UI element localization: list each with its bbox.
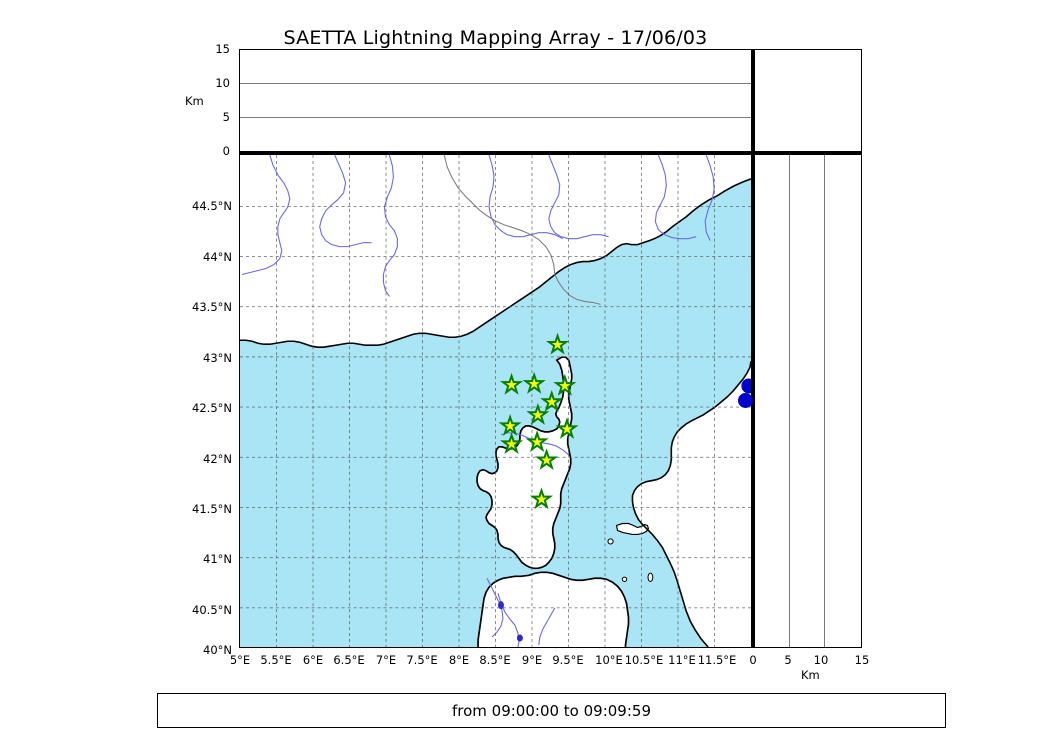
river-sardinia-coghinas xyxy=(486,578,504,638)
panel-vertical-divider xyxy=(750,49,754,648)
lat-tick-41: 41°N xyxy=(203,552,232,566)
lon-tick-5.5: 5.5°E xyxy=(260,653,292,667)
lon-tick-9.5: 9.5°E xyxy=(552,653,584,667)
lma-station-12 xyxy=(529,487,554,510)
alt-tick-10: 10 xyxy=(215,76,230,90)
lon-tick-6.5: 6.5°E xyxy=(333,653,365,667)
coastline-capraia xyxy=(607,538,614,545)
gridline-alt-10 xyxy=(240,83,751,85)
lma-station-6 xyxy=(526,403,550,425)
altitude-axis-label: Km xyxy=(185,94,204,108)
coastline-corsica xyxy=(476,356,573,570)
river-arno xyxy=(548,155,609,240)
top-panel-baseline xyxy=(239,150,753,154)
lakes-layer xyxy=(497,601,523,642)
coastline-france-italy xyxy=(240,178,751,349)
lma-station-1 xyxy=(546,332,570,355)
geographic-map xyxy=(240,155,751,647)
coastline-italy-west xyxy=(631,361,751,647)
lon-tick-11.5: 11.5°E xyxy=(697,653,737,667)
lat-tick-44.5: 44.5°N xyxy=(192,199,232,213)
range-axis-label: Km xyxy=(801,668,820,682)
corner-panel xyxy=(754,49,862,152)
border-france-italy-lower xyxy=(554,274,601,305)
caption-text: from 09:00:00 to 09:09:59 xyxy=(451,701,651,720)
lon-tick-11: 11°E xyxy=(668,653,696,667)
lon-tick-7.5: 7.5°E xyxy=(406,653,438,667)
range-tick-0: 0 xyxy=(749,653,757,667)
time-window-caption: from 09:00:00 to 09:09:59 xyxy=(157,693,946,728)
lake-sardinia-south xyxy=(516,634,523,642)
borders-layer xyxy=(443,155,601,305)
vhf-source-markers xyxy=(741,378,751,394)
landmass-montecristo xyxy=(622,577,627,582)
alt-tick-0: 0 xyxy=(222,144,230,158)
river-ombrone xyxy=(654,155,697,240)
alt-tick-5: 5 xyxy=(222,110,230,124)
lma-station-2 xyxy=(500,372,524,395)
lon-tick-10: 10°E xyxy=(595,653,623,667)
corner-panel-baseline xyxy=(754,150,862,154)
lat-tick-40: 40°N xyxy=(203,643,232,657)
lon-tick-10.5: 10.5°E xyxy=(624,653,664,667)
lma-station-4 xyxy=(553,373,577,396)
range-tick-15: 15 xyxy=(854,653,870,667)
border-france-italy xyxy=(443,155,556,275)
lat-tick-43: 43°N xyxy=(203,351,232,365)
lma-station-markers xyxy=(498,332,579,510)
lon-tick-6: 6°E xyxy=(302,653,324,667)
landmass-italy-tyrrhenian xyxy=(632,178,751,647)
range-tick-10: 10 xyxy=(813,653,829,667)
lat-tick-40.5: 40.5°N xyxy=(192,603,232,617)
vhf-source-dot xyxy=(738,393,753,408)
landmass-corsica xyxy=(477,357,572,569)
lma-station-3 xyxy=(522,371,546,394)
river-durance xyxy=(319,155,372,248)
latitude-altitude-panel xyxy=(754,154,862,648)
coastline-sardinia xyxy=(477,571,630,647)
lon-tick-5: 5°E xyxy=(229,653,251,667)
range-tick-5: 5 xyxy=(784,653,792,667)
gridline-range-10 xyxy=(823,155,825,647)
map-panel[interactable] xyxy=(239,154,752,648)
lake-sardinia-north xyxy=(497,601,504,610)
river-var xyxy=(382,155,398,297)
lma-station-9 xyxy=(500,432,524,454)
lma-station-5 xyxy=(540,389,564,412)
landmass-giglio xyxy=(648,573,653,582)
lon-tick-7: 7°E xyxy=(375,653,397,667)
river-tiber xyxy=(704,155,715,241)
landmass-capraia xyxy=(607,538,614,545)
landmass-sardinia xyxy=(478,572,629,647)
lma-station-10 xyxy=(525,430,549,452)
gridline-range-5 xyxy=(789,155,791,647)
gridline-alt-5 xyxy=(240,116,751,118)
lma-station-8 xyxy=(555,417,579,439)
lat-tick-41.5: 41.5°N xyxy=(192,502,232,516)
vhf-source-1 xyxy=(741,378,751,394)
lat-tick-43.5: 43.5°N xyxy=(192,300,232,314)
lat-tick-44: 44°N xyxy=(203,250,232,264)
lma-station-7 xyxy=(498,414,522,436)
coastline-giglio xyxy=(647,572,654,582)
river-sardinia-flumendosa xyxy=(538,607,556,646)
altitude-longitude-panel xyxy=(239,49,752,152)
lon-tick-8: 8°E xyxy=(448,653,470,667)
river-po-tributary xyxy=(488,155,563,240)
alt-tick-15: 15 xyxy=(215,42,230,56)
page-title: SAETTA Lightning Mapping Array - 17/06/0… xyxy=(283,27,708,49)
lon-tick-9: 9°E xyxy=(521,653,543,667)
river-rhone xyxy=(241,155,291,276)
landmass-elba xyxy=(616,523,649,535)
coastline-montecristo xyxy=(621,576,628,582)
lat-tick-42: 42°N xyxy=(203,452,232,466)
lat-tick-42.5: 42.5°N xyxy=(192,401,232,415)
lon-tick-8.5: 8.5°E xyxy=(479,653,511,667)
map-gridlines xyxy=(240,155,751,647)
lma-station-11 xyxy=(535,448,559,471)
coastline-elba xyxy=(615,522,650,536)
